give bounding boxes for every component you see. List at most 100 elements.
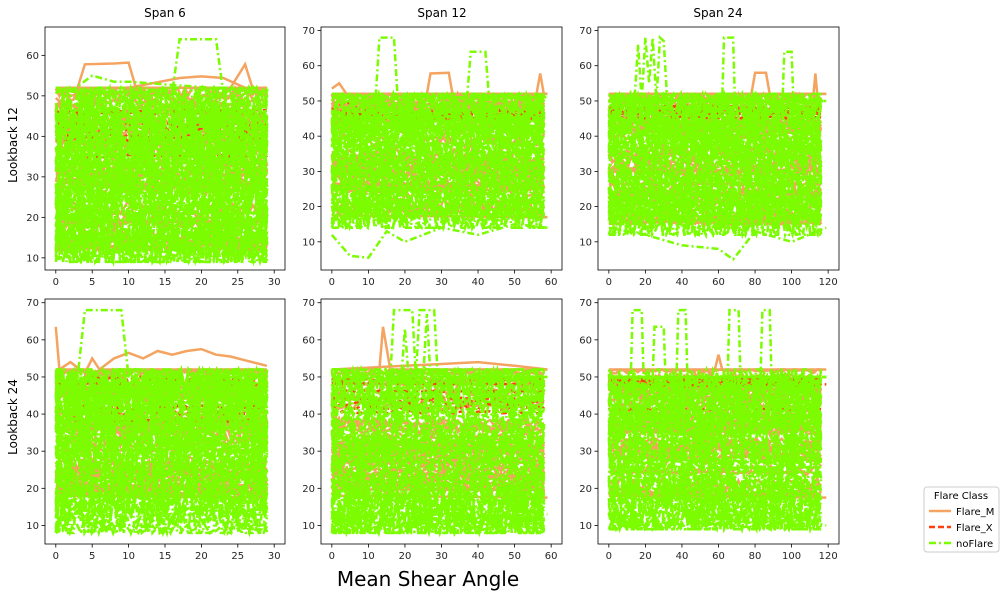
band-trace: [607, 374, 823, 427]
band-trace: [54, 512, 269, 538]
y-tick-label: 70: [26, 298, 39, 309]
band-trace: [607, 184, 823, 238]
x-tick-label: 50: [508, 551, 521, 562]
y-tick-label: 30: [579, 167, 592, 178]
band-trace: [608, 420, 822, 427]
y-tick-label: 30: [579, 447, 592, 458]
y-tick-label: 10: [26, 521, 39, 532]
band-trace: [331, 425, 546, 463]
x-tick-label: 10: [362, 551, 375, 562]
y-tick-label: 40: [26, 132, 39, 143]
legend-frame: [923, 486, 1000, 553]
band-trace: [330, 453, 546, 480]
series-trace: [331, 360, 548, 371]
band-trace: [607, 169, 822, 213]
figure-xlabel: Mean Shear Angle: [337, 567, 519, 591]
band-trace: [331, 124, 546, 142]
col-title-1: Span 6: [144, 6, 186, 20]
series-trace: [55, 308, 267, 379]
band-trace: [54, 115, 269, 212]
series-noflare: [54, 308, 269, 538]
y-tick-label: 50: [26, 372, 39, 383]
x-tick-label: 120: [819, 277, 838, 288]
band-trace: [608, 208, 823, 231]
series-trace: [608, 354, 827, 371]
x-tick-label: 20: [195, 551, 208, 562]
band-trace: [608, 494, 823, 505]
band-trace: [331, 141, 545, 192]
y-tick-label: 10: [302, 521, 315, 532]
band-trace: [54, 446, 269, 527]
panel-1: 0 5 10 15 20 25 30 10 20 30 40 50 60: [26, 26, 286, 288]
band-trace: [331, 454, 546, 468]
band-trace: [331, 476, 545, 488]
band-trace: [608, 408, 822, 441]
y-tick-label: 30: [302, 447, 315, 458]
band-trace: [607, 191, 823, 225]
x-tick-label: 30: [268, 277, 281, 288]
band-trace: [607, 480, 823, 533]
band-trace: [55, 456, 269, 538]
panel-6: 0 20 40 60 80 100 120 10 20 30 40 50 60 70: [579, 298, 840, 562]
band-trace: [331, 91, 546, 124]
x-tick-label: 0: [329, 277, 335, 288]
band-trace: [608, 457, 822, 464]
band-trace: [55, 166, 268, 175]
plot-area: [607, 308, 827, 535]
band-trace: [54, 209, 269, 265]
band-trace: [607, 450, 823, 513]
band-trace: [331, 507, 545, 538]
x-tick-label: 120: [819, 551, 838, 562]
series-trace: [55, 37, 267, 94]
y-tick-label: 60: [26, 335, 39, 346]
row-label-2: Lookback 24: [6, 379, 20, 455]
band-trace: [607, 89, 822, 135]
y-tick-label: 50: [26, 91, 39, 102]
y-tick-label: 10: [302, 237, 315, 248]
series-trace: [608, 50, 827, 103]
panel-3: 0 20 40 60 80 100 120 10 20 30 40 50 60 70: [579, 26, 840, 288]
x-tick-label: 20: [639, 551, 652, 562]
band-trace: [54, 137, 269, 211]
band-trace: [607, 493, 822, 533]
band-trace: [330, 388, 545, 446]
x-tick-label: 100: [782, 277, 801, 288]
band-trace: [607, 461, 823, 535]
x-tick-label: 30: [435, 551, 448, 562]
band-trace: [331, 111, 546, 137]
band-trace: [330, 172, 546, 226]
band-trace: [330, 152, 545, 203]
y-tick-label: 70: [302, 298, 315, 309]
band-trace: [54, 201, 269, 267]
legend: Flare Class Flare_M Flare_X noFlare: [923, 486, 1000, 553]
y-tick-label: 20: [302, 484, 315, 495]
y-tick-label: 30: [26, 172, 39, 183]
y-tick-label: 40: [579, 132, 592, 143]
band-trace: [54, 153, 269, 246]
y-tick-label: 10: [26, 253, 39, 264]
band-trace: [607, 89, 823, 154]
series-trace: [608, 509, 827, 531]
legend-title: Flare Class: [934, 491, 988, 502]
y-tick-label: 20: [579, 202, 592, 213]
y-tick-label: 70: [579, 298, 592, 309]
y-tick-label: 60: [579, 61, 592, 72]
series-trace: [608, 308, 827, 379]
band-trace: [608, 465, 822, 470]
col-title-2: Span 12: [417, 6, 466, 20]
x-tick-label: 0: [53, 551, 59, 562]
x-tick-label: 5: [89, 277, 95, 288]
band-trace: [54, 365, 269, 424]
band-trace: [331, 512, 545, 537]
x-tick-label: 5: [89, 551, 95, 562]
x-tick-label: 10: [122, 551, 135, 562]
x-tick-label: 20: [195, 277, 208, 288]
band-trace: [330, 399, 546, 484]
band-trace: [330, 474, 546, 510]
x-tick-label: 0: [606, 277, 612, 288]
y-tick-label: 30: [26, 447, 39, 458]
series-noflare: [54, 37, 269, 267]
y-tick-label: 50: [302, 372, 315, 383]
y-tick-label: 40: [302, 410, 315, 421]
band-trace: [55, 224, 269, 263]
